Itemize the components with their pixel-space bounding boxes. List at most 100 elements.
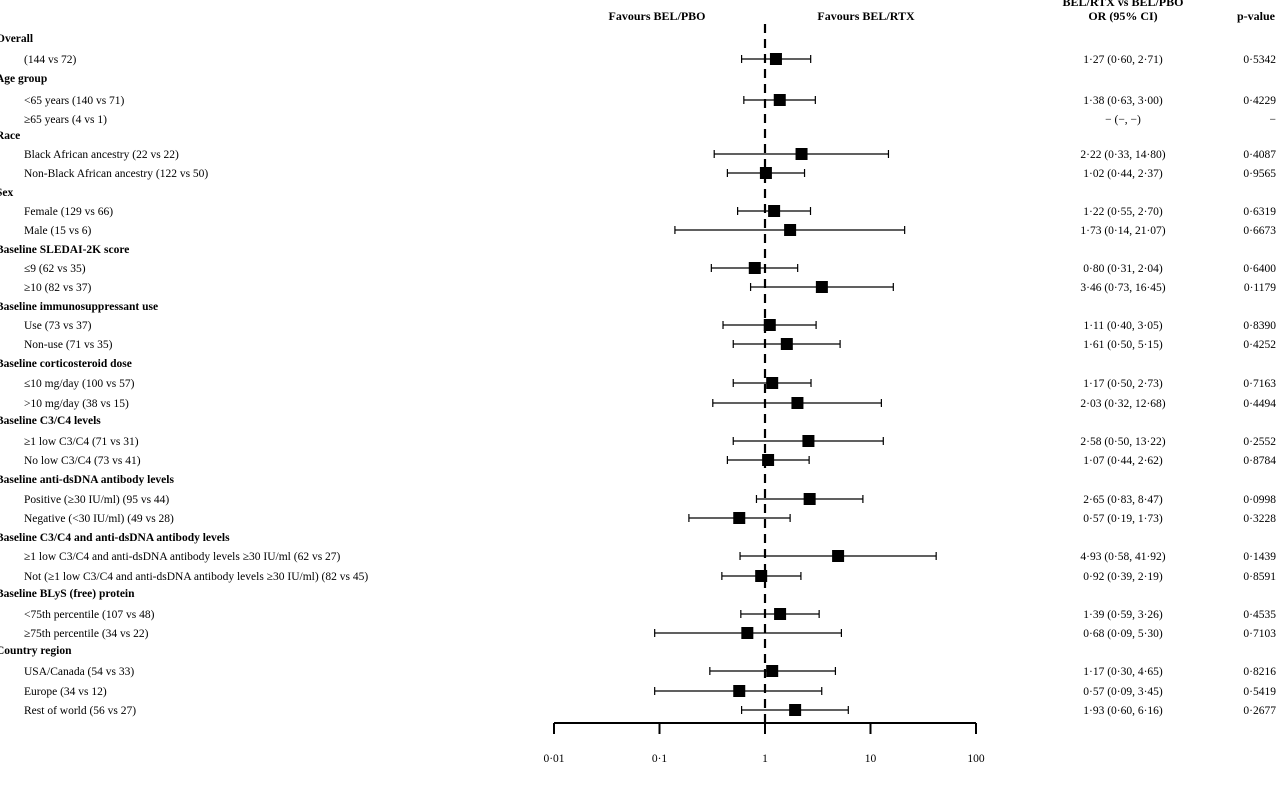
category-label: Baseline SLEDAI-2K score bbox=[0, 244, 129, 256]
or-point-marker bbox=[832, 550, 845, 562]
or-ci-text: 1·17 (0·50, 2·73) bbox=[1083, 378, 1163, 390]
x-tick-label: 1 bbox=[762, 753, 768, 765]
or-ci-text: 0·57 (0·19, 1·73) bbox=[1083, 513, 1163, 525]
or-ci-text: 1·93 (0·60, 6·16) bbox=[1083, 705, 1163, 717]
x-axis: 0·01 0·1 1 10 100 bbox=[543, 722, 985, 765]
p-value-text: 0·4087 bbox=[1243, 149, 1276, 161]
or-ci-text: 2·03 (0·32, 12·68) bbox=[1080, 398, 1165, 410]
category-label: Baseline immunosuppressant use bbox=[0, 301, 158, 313]
category-label: Country region bbox=[0, 645, 72, 657]
p-value-text: 0·5419 bbox=[1243, 686, 1276, 698]
category-label: Age group bbox=[0, 73, 47, 85]
subgroup-label: Use (73 vs 37) bbox=[24, 320, 92, 332]
subgroup-label: ≥65 years (4 vs 1) bbox=[24, 114, 107, 126]
x-tick-label: 0·01 bbox=[543, 753, 564, 765]
subgroup-label: Rest of world (56 vs 27) bbox=[24, 705, 136, 717]
or-point-marker bbox=[766, 377, 779, 389]
p-value-header: p-value bbox=[1237, 9, 1276, 23]
p-value-text: 0·7163 bbox=[1243, 378, 1276, 390]
subgroup-label: <65 years (140 vs 71) bbox=[24, 95, 125, 107]
p-value-text: 0·4494 bbox=[1243, 398, 1276, 410]
category-label: Sex bbox=[0, 187, 14, 199]
header-group: Favours BEL/PBO Favours BEL/RTX BEL/RTX … bbox=[608, 0, 1275, 23]
subgroup-label: (144 vs 72) bbox=[24, 54, 77, 66]
or-ci-text: 1·39 (0·59, 3·26) bbox=[1083, 609, 1163, 621]
or-ci-text: 2·22 (0·33, 14·80) bbox=[1080, 149, 1165, 161]
subgroup-label: Positive (≥30 IU/ml) (95 vs 44) bbox=[24, 494, 169, 506]
subgroup-label: >10 mg/day (38 vs 15) bbox=[24, 398, 129, 410]
subgroup-label: ≤9 (62 vs 35) bbox=[24, 263, 86, 275]
subgroup-label: Non-use (71 vs 35) bbox=[24, 339, 113, 351]
or-point-marker bbox=[733, 685, 746, 697]
or-point-marker bbox=[791, 397, 804, 409]
subgroup-label: Not (≥1 low C3/C4 and anti-dsDNA antibod… bbox=[24, 571, 368, 583]
or-point-marker bbox=[769, 53, 782, 65]
or-header-line2: OR (95% CI) bbox=[1088, 9, 1157, 23]
subgroup-label: ≥10 (82 vs 37) bbox=[24, 282, 91, 294]
or-ci-text: 1·61 (0·50, 5·15) bbox=[1083, 339, 1163, 351]
p-value-text: 0·6673 bbox=[1243, 225, 1276, 237]
or-ci-text: 1·11 (0·40, 3·05) bbox=[1083, 320, 1162, 332]
category-label: Baseline C3/C4 and anti-dsDNA antibody l… bbox=[0, 532, 230, 544]
or-point-marker bbox=[815, 281, 828, 293]
subgroup-label: ≥1 low C3/C4 and anti-dsDNA antibody lev… bbox=[24, 551, 341, 563]
or-point-marker bbox=[741, 627, 754, 639]
or-point-marker bbox=[774, 608, 787, 620]
favours-right-label: Favours BEL/RTX bbox=[817, 9, 915, 23]
category-label: Baseline anti-dsDNA antibody levels bbox=[0, 474, 174, 486]
category-label: Baseline corticosteroid dose bbox=[0, 358, 132, 370]
or-ci-text: 3·46 (0·73, 16·45) bbox=[1080, 282, 1165, 294]
subgroup-label: <75th percentile (107 vs 48) bbox=[24, 609, 155, 621]
or-ci-text: 1·07 (0·44, 2·62) bbox=[1083, 455, 1163, 467]
subgroup-label: Black African ancestry (22 vs 22) bbox=[24, 149, 179, 161]
or-point-marker bbox=[773, 94, 786, 106]
or-ci-text: 1·73 (0·14, 21·07) bbox=[1080, 225, 1165, 237]
subgroup-label: Male (15 vs 6) bbox=[24, 225, 92, 237]
p-value-text: 0·6400 bbox=[1243, 263, 1276, 275]
p-value-text: 0·7103 bbox=[1243, 628, 1276, 640]
p-value-text: 0·5342 bbox=[1243, 54, 1276, 66]
or-ci-text: 0·92 (0·39, 2·19) bbox=[1083, 571, 1163, 583]
p-value-text: 0·1179 bbox=[1244, 282, 1276, 294]
p-value-text: 0·6319 bbox=[1243, 206, 1276, 218]
subgroup-label: ≤10 mg/day (100 vs 57) bbox=[24, 378, 135, 390]
or-point-marker bbox=[780, 338, 793, 350]
or-ci-text: 1·38 (0·63, 3·00) bbox=[1083, 95, 1163, 107]
rows-group: Overall (144 vs 72) 1·27 (0·60, 2·71) 0·534… bbox=[0, 33, 1276, 717]
or-ci-text: 1·17 (0·30, 4·65) bbox=[1083, 666, 1163, 678]
subgroup-label: Female (129 vs 66) bbox=[24, 206, 113, 218]
x-tick-label: 100 bbox=[967, 753, 985, 765]
p-value-text: 0·3228 bbox=[1243, 513, 1276, 525]
p-value-text: 0·8591 bbox=[1243, 571, 1276, 583]
p-value-text: 0·4252 bbox=[1243, 339, 1276, 351]
category-label: Race bbox=[0, 130, 20, 142]
x-tick-label: 0·1 bbox=[652, 753, 668, 765]
p-value-text: 0·0998 bbox=[1243, 494, 1276, 506]
or-point-marker bbox=[763, 319, 776, 331]
p-value-text: 0·2677 bbox=[1243, 705, 1276, 717]
or-ci-text: 0·68 (0·09, 5·30) bbox=[1083, 628, 1163, 640]
or-point-marker bbox=[733, 512, 746, 524]
or-point-marker bbox=[759, 167, 772, 179]
or-ci-text: 0·80 (0·31, 2·04) bbox=[1083, 263, 1163, 275]
or-point-marker bbox=[768, 205, 781, 217]
p-value-text: 0·4229 bbox=[1243, 95, 1276, 107]
or-ci-text: 1·02 (0·44, 2·37) bbox=[1083, 168, 1163, 180]
or-point-marker bbox=[789, 704, 802, 716]
subgroup-label: Non-Black African ancestry (122 vs 50) bbox=[24, 168, 208, 180]
x-tick-label: 10 bbox=[865, 753, 877, 765]
or-ci-text: 4·93 (0·58, 41·92) bbox=[1080, 551, 1165, 563]
or-header-line1: BEL/RTX vs BEL/PBO bbox=[1063, 0, 1184, 9]
subgroup-label: USA/Canada (54 vs 33) bbox=[24, 666, 134, 678]
or-ci-text: 1·22 (0·55, 2·70) bbox=[1083, 206, 1163, 218]
p-value-text: 0·8784 bbox=[1243, 455, 1276, 467]
or-point-marker bbox=[766, 665, 779, 677]
category-label: Baseline BLyS (free) protein bbox=[0, 588, 135, 600]
subgroup-label: ≥1 low C3/C4 (71 vs 31) bbox=[24, 436, 139, 448]
category-label: Baseline C3/C4 levels bbox=[0, 415, 101, 427]
p-value-text: 0·1439 bbox=[1243, 551, 1276, 563]
subgroup-label: Negative (<30 IU/ml) (49 vs 28) bbox=[24, 513, 174, 525]
p-value-text: 0·4535 bbox=[1243, 609, 1276, 621]
or-point-marker bbox=[755, 570, 768, 582]
